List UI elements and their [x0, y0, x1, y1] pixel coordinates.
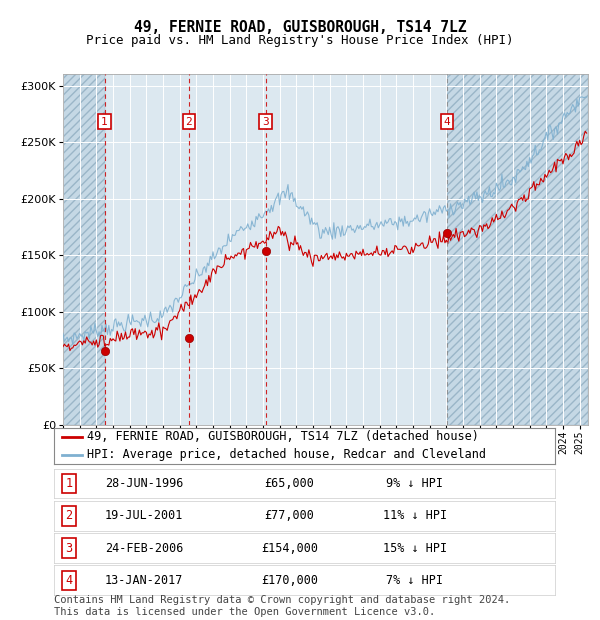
Text: 49, FERNIE ROAD, GUISBOROUGH, TS14 7LZ: 49, FERNIE ROAD, GUISBOROUGH, TS14 7LZ	[134, 20, 466, 35]
Text: HPI: Average price, detached house, Redcar and Cleveland: HPI: Average price, detached house, Redc…	[86, 448, 485, 461]
Text: 28-JUN-1996: 28-JUN-1996	[105, 477, 184, 490]
Text: 1: 1	[65, 477, 73, 490]
Text: 24-FEB-2006: 24-FEB-2006	[105, 542, 184, 554]
Text: 4: 4	[443, 117, 451, 126]
Text: Price paid vs. HM Land Registry's House Price Index (HPI): Price paid vs. HM Land Registry's House …	[86, 35, 514, 47]
Text: 19-JUL-2001: 19-JUL-2001	[105, 510, 184, 522]
Text: 1: 1	[101, 117, 108, 126]
Text: £170,000: £170,000	[261, 574, 318, 587]
Text: £154,000: £154,000	[261, 542, 318, 554]
Text: 3: 3	[65, 542, 73, 554]
Text: 11% ↓ HPI: 11% ↓ HPI	[383, 510, 447, 522]
Text: £77,000: £77,000	[265, 510, 314, 522]
Text: 2: 2	[185, 117, 192, 126]
Text: 7% ↓ HPI: 7% ↓ HPI	[386, 574, 443, 587]
Bar	[447, 74, 588, 425]
Text: 13-JAN-2017: 13-JAN-2017	[105, 574, 184, 587]
Text: 9% ↓ HPI: 9% ↓ HPI	[386, 477, 443, 490]
Text: Contains HM Land Registry data © Crown copyright and database right 2024.
This d: Contains HM Land Registry data © Crown c…	[54, 595, 510, 617]
Text: 49, FERNIE ROAD, GUISBOROUGH, TS14 7LZ (detached house): 49, FERNIE ROAD, GUISBOROUGH, TS14 7LZ (…	[86, 430, 478, 443]
Bar	[63, 74, 104, 425]
Text: 2: 2	[65, 510, 73, 522]
Text: 15% ↓ HPI: 15% ↓ HPI	[383, 542, 447, 554]
Bar	[447, 74, 588, 425]
Text: 3: 3	[262, 117, 269, 126]
Text: 4: 4	[65, 574, 73, 587]
Bar	[63, 74, 104, 425]
Text: £65,000: £65,000	[265, 477, 314, 490]
